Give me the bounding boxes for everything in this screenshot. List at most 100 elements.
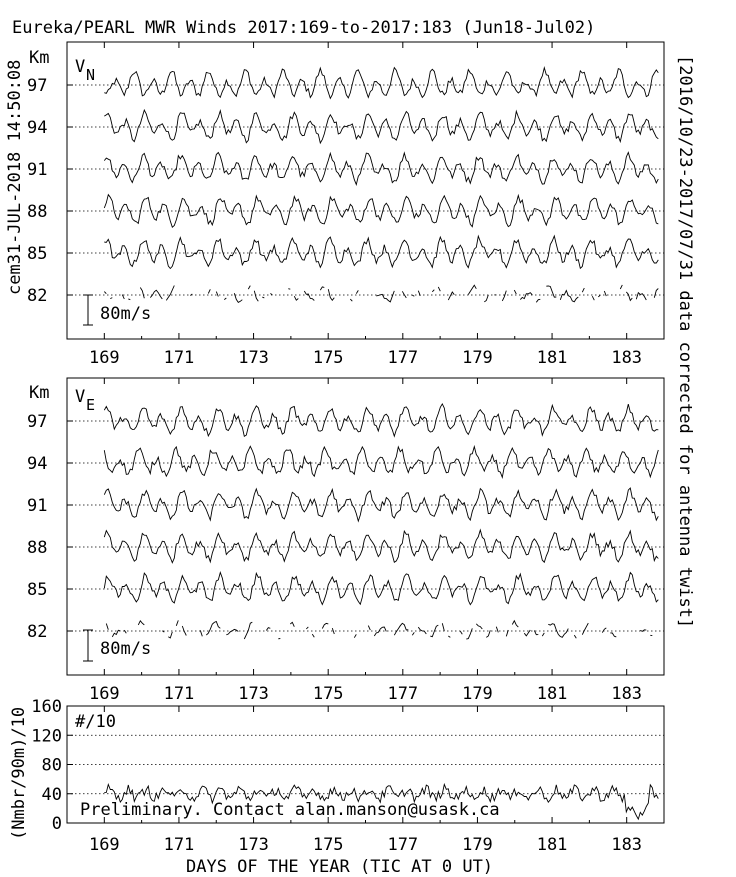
wind-trace-82km [546, 285, 557, 298]
vn-x-axis: 169 171 173 175 177 179 181 183 [89, 42, 642, 368]
wind-trace-82km [103, 291, 107, 295]
wind-trace-82km [190, 293, 193, 296]
altitude-label: 88 [27, 538, 47, 558]
wind-trace-88km [103, 193, 659, 228]
wind-trace-91km [103, 487, 659, 523]
count-y-axis-label: (Nmbr/90m)/10 [9, 707, 29, 840]
wind-trace-82km [199, 630, 203, 637]
wind-trace-82km [466, 628, 473, 640]
figure-title: Eureka/PEARL MWR Winds 2017:169-to-2017:… [12, 18, 595, 38]
count-y-axis: 160 120 80 40 0 [31, 697, 73, 834]
wind-trace-82km [475, 623, 483, 630]
creation-timestamp: cem31-JUL-2018 14:50:08 [5, 60, 25, 295]
wind-trace-82km [523, 629, 531, 637]
contact-annotation: Preliminary. Contact alan.manson@usask.c… [80, 800, 500, 820]
wind-trace-82km [305, 626, 309, 630]
count-y-tick-label: 0 [52, 814, 62, 834]
ve-label-sub: E [86, 396, 95, 414]
x-tick-label: 183 [611, 348, 642, 368]
x-tick-label: 177 [387, 684, 418, 704]
wind-trace-82km [149, 289, 163, 300]
ve-scale-bar: 80m/s [83, 629, 151, 662]
wind-trace-82km [111, 629, 121, 638]
wind-trace-82km [123, 629, 127, 634]
count-series-line [104, 782, 659, 821]
wind-trace-82km [640, 629, 647, 632]
x-tick-label: 171 [164, 835, 195, 855]
vn-label-v: V [75, 57, 85, 77]
wind-trace-82km [437, 286, 441, 292]
altitude-label: 82 [27, 622, 47, 642]
wind-trace-82km [601, 627, 607, 633]
altitude-label: 88 [27, 202, 47, 222]
wind-trace-94km [104, 108, 659, 145]
altitude-label: 97 [27, 412, 47, 432]
wind-trace-82km [139, 287, 145, 299]
wind-trace-82km [373, 626, 387, 637]
wind-trace-82km [431, 289, 435, 293]
x-tick-label: 181 [537, 348, 568, 368]
wind-trace-85km [103, 571, 659, 606]
wind-trace-82km [331, 627, 335, 635]
wind-trace-82km [591, 295, 595, 301]
altitude-label: 82 [27, 286, 47, 306]
correction-note: [2016/10/23-2017/07/31 data corrected fo… [675, 55, 695, 628]
x-tick-label: 169 [89, 835, 120, 855]
wind-trace-97km [103, 402, 659, 438]
altitude-label: 91 [27, 496, 47, 516]
wind-trace-82km [533, 630, 539, 636]
count-y-tick-label: 120 [31, 726, 62, 746]
wind-trace-82km [625, 291, 633, 302]
wind-trace-82km [459, 630, 463, 635]
vn-altitude-ticks: 97 94 91 88 85 82 [27, 76, 664, 306]
wind-trace-82km [610, 632, 617, 638]
wind-trace-82km [501, 290, 507, 302]
wind-trace-82km [535, 298, 541, 303]
wind-trace-82km [635, 291, 647, 301]
wind-trace-82km [393, 622, 409, 636]
wind-trace-82km [411, 632, 415, 636]
wind-trace-88km [103, 528, 659, 564]
x-tick-label: 183 [611, 684, 642, 704]
wind-trace-82km [293, 295, 299, 301]
x-tick-label: 171 [164, 684, 195, 704]
x-tick-label: 175 [313, 684, 344, 704]
wind-trace-82km [175, 620, 179, 626]
x-axis-title: DAYS OF THE YEAR (TIC AT 0 UT) [186, 857, 493, 877]
wind-trace-82km [519, 292, 533, 300]
wind-trace-82km [253, 290, 259, 302]
wind-trace-82km [441, 623, 445, 632]
wind-trace-82km [430, 624, 439, 638]
wind-trace-82km [303, 290, 315, 301]
ve-wind-traces [103, 402, 659, 640]
x-tick-label: 177 [387, 348, 418, 368]
wind-trace-82km [367, 625, 371, 631]
ve-scale-label: 80m/s [100, 639, 151, 659]
vn-wind-traces [103, 66, 659, 303]
wind-trace-82km [598, 294, 601, 298]
wind-trace-82km [262, 296, 265, 299]
wind-trace-82km [319, 286, 325, 291]
wind-trace-82km [486, 630, 491, 638]
wind-trace-82km [181, 625, 187, 636]
x-tick-label: 173 [238, 348, 269, 368]
wind-trace-82km [224, 297, 227, 300]
wind-trace-82km [205, 620, 221, 636]
wind-trace-82km [215, 291, 219, 297]
wind-trace-82km [247, 285, 251, 290]
wind-trace-82km [619, 284, 623, 290]
wind-trace-85km [104, 234, 659, 270]
wind-trace-82km [226, 628, 239, 636]
ve-panel: Km V E 97 94 91 88 85 82 80m/s 169 171 173 175 17… [27, 377, 665, 704]
wind-trace-82km [327, 289, 335, 302]
count-panel: 160 120 80 40 0 (Nmbr/90m)/10 #/10 Prelimina… [9, 697, 665, 855]
wind-trace-82km [581, 287, 585, 293]
wind-trace-82km [559, 289, 579, 303]
count-trace [104, 782, 659, 821]
x-tick-label: 171 [164, 348, 195, 368]
wind-trace-82km [165, 285, 175, 301]
count-gridlines [67, 734, 664, 795]
wind-trace-82km [412, 294, 415, 297]
altitude-label: 85 [27, 580, 47, 600]
